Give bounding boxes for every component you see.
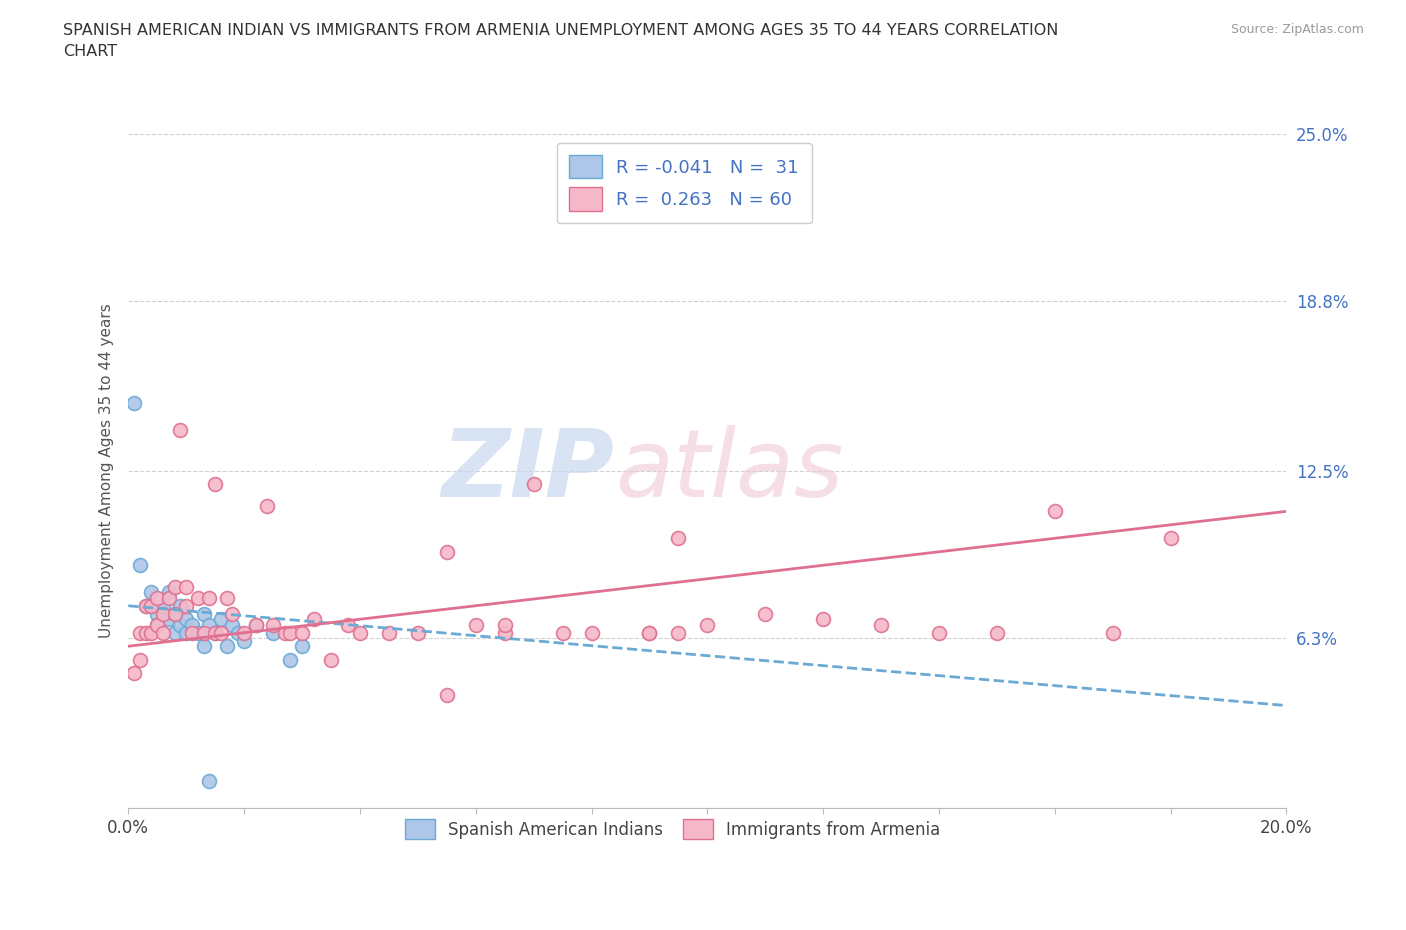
Point xyxy=(280,652,302,667)
Point xyxy=(163,606,186,621)
Point xyxy=(146,591,169,605)
Point xyxy=(494,625,516,640)
Point xyxy=(122,396,145,411)
Point xyxy=(337,618,360,632)
Point xyxy=(668,531,690,546)
Point xyxy=(135,625,157,640)
Point xyxy=(174,598,197,613)
Point xyxy=(754,606,776,621)
Point xyxy=(193,625,215,640)
Point xyxy=(193,639,215,654)
Point xyxy=(187,591,209,605)
Point xyxy=(181,625,204,640)
Point xyxy=(273,625,295,640)
Point xyxy=(141,598,163,613)
Point xyxy=(128,652,150,667)
Point xyxy=(221,618,243,632)
Point xyxy=(187,625,209,640)
Point xyxy=(198,774,221,789)
Point xyxy=(198,591,221,605)
Point xyxy=(436,544,458,559)
Point xyxy=(169,598,191,613)
Point xyxy=(349,625,371,640)
Point xyxy=(291,625,314,640)
Point xyxy=(193,606,215,621)
Point xyxy=(494,618,516,632)
Point xyxy=(141,585,163,600)
Point xyxy=(256,498,278,513)
Point xyxy=(209,612,232,627)
Point xyxy=(245,618,267,632)
Point xyxy=(181,618,204,632)
Point xyxy=(204,625,226,640)
Point xyxy=(163,625,186,640)
Point xyxy=(135,598,157,613)
Point xyxy=(198,618,221,632)
Point xyxy=(233,633,256,648)
Point xyxy=(157,585,180,600)
Point xyxy=(464,618,486,632)
Text: ZIP: ZIP xyxy=(441,425,614,517)
Point xyxy=(1043,504,1066,519)
Point xyxy=(135,598,157,613)
Point xyxy=(378,625,401,640)
Point xyxy=(302,612,325,627)
Point xyxy=(122,666,145,681)
Point xyxy=(928,625,950,640)
Point xyxy=(696,618,718,632)
Point xyxy=(986,625,1008,640)
Point xyxy=(638,625,661,640)
Point xyxy=(215,591,238,605)
Legend: Spanish American Indians, Immigrants from Armenia: Spanish American Indians, Immigrants fro… xyxy=(396,811,949,847)
Point xyxy=(870,618,893,632)
Point xyxy=(174,625,197,640)
Point xyxy=(1160,531,1182,546)
Point xyxy=(233,625,256,640)
Point xyxy=(204,477,226,492)
Point xyxy=(174,612,197,627)
Point xyxy=(638,625,661,640)
Point xyxy=(128,558,150,573)
Point xyxy=(157,612,180,627)
Text: atlas: atlas xyxy=(614,425,844,516)
Point xyxy=(406,625,429,640)
Point xyxy=(811,612,834,627)
Point xyxy=(1101,625,1123,640)
Text: Source: ZipAtlas.com: Source: ZipAtlas.com xyxy=(1230,23,1364,36)
Point xyxy=(262,625,284,640)
Point xyxy=(152,606,174,621)
Point xyxy=(163,606,186,621)
Point xyxy=(226,625,249,640)
Point xyxy=(146,606,169,621)
Point xyxy=(221,606,243,621)
Point xyxy=(280,625,302,640)
Point xyxy=(204,625,226,640)
Point xyxy=(262,618,284,632)
Point xyxy=(146,618,169,632)
Point xyxy=(436,687,458,702)
Point xyxy=(152,625,174,640)
Point xyxy=(215,639,238,654)
Point xyxy=(152,598,174,613)
Point xyxy=(291,639,314,654)
Point xyxy=(581,625,603,640)
Point xyxy=(169,423,191,438)
Point xyxy=(319,652,342,667)
Point xyxy=(209,625,232,640)
Point xyxy=(523,477,546,492)
Point xyxy=(146,618,169,632)
Point xyxy=(174,579,197,594)
Point xyxy=(245,618,267,632)
Point xyxy=(169,618,191,632)
Point xyxy=(551,625,574,640)
Point xyxy=(157,591,180,605)
Point xyxy=(163,579,186,594)
Point xyxy=(141,625,163,640)
Point xyxy=(668,625,690,640)
Y-axis label: Unemployment Among Ages 35 to 44 years: Unemployment Among Ages 35 to 44 years xyxy=(100,303,114,638)
Point xyxy=(128,625,150,640)
Text: SPANISH AMERICAN INDIAN VS IMMIGRANTS FROM ARMENIA UNEMPLOYMENT AMONG AGES 35 TO: SPANISH AMERICAN INDIAN VS IMMIGRANTS FR… xyxy=(63,23,1059,60)
